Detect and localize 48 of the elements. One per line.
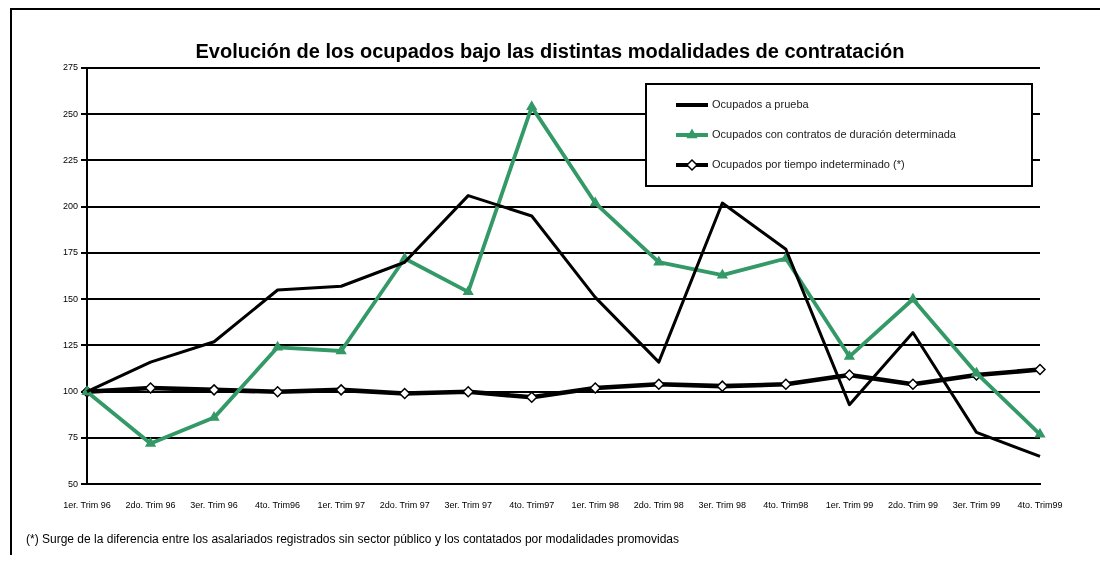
point bbox=[209, 411, 220, 421]
x-tick-label: 1er. Trim 98 bbox=[571, 500, 620, 511]
point bbox=[907, 293, 919, 303]
y-tick-label: 275 bbox=[62, 62, 79, 73]
point bbox=[1034, 428, 1046, 438]
point bbox=[526, 101, 537, 111]
point bbox=[907, 378, 919, 391]
x-tick-label: 2do. Trim 96 bbox=[125, 500, 176, 511]
point bbox=[590, 197, 601, 207]
x-tick-label: 4to. Trim97 bbox=[509, 500, 555, 511]
x-tick-label: 4to. Trim96 bbox=[255, 500, 301, 511]
legend-label: Ocupados por tiempo indeterminado (*) bbox=[712, 158, 905, 171]
y-tick-label: 150 bbox=[62, 293, 79, 304]
point bbox=[1034, 363, 1046, 376]
point bbox=[336, 345, 347, 355]
y-tick-label: 200 bbox=[62, 201, 79, 212]
x-tick-label: 3er. Trim 98 bbox=[698, 500, 747, 511]
point bbox=[844, 350, 855, 360]
y-tick-label: 225 bbox=[62, 154, 79, 165]
point bbox=[843, 369, 856, 381]
chart-title: Evolución de los ocupados bajo las distintas modalidades de contratación bbox=[195, 39, 905, 62]
x-tick-label: 4to. Trim99 bbox=[1017, 500, 1063, 511]
point bbox=[717, 269, 728, 279]
point bbox=[653, 256, 664, 266]
x-tick-label: 1er. Trim 96 bbox=[63, 500, 111, 511]
y-tick-label: 50 bbox=[68, 478, 79, 489]
legend-label: Ocupados a prueba bbox=[712, 98, 810, 111]
x-tick-label: 2do. Trim 99 bbox=[887, 500, 938, 511]
y-tick-label: 100 bbox=[62, 386, 79, 397]
point bbox=[145, 437, 156, 447]
x-tick-label: 3er. Trim 99 bbox=[952, 500, 1001, 511]
x-tick-label: 1er. Trim 99 bbox=[825, 500, 874, 511]
x-tick-label: 3er. Trim 96 bbox=[190, 500, 238, 511]
x-tick-label: 2do. Trim 98 bbox=[633, 500, 684, 511]
y-tick-label: 75 bbox=[68, 432, 79, 443]
x-tick-label: 4to. Trim98 bbox=[763, 500, 809, 511]
y-tick-label: 250 bbox=[62, 108, 79, 119]
legend-label: Ocupados con contratos de duración determinada bbox=[712, 128, 957, 141]
text: (*) Surge de la diferencia entre los asalariados registrados sin sector público y los contatados por modalidades promovidas bbox=[26, 532, 680, 546]
point bbox=[463, 286, 474, 296]
x-tick-label: 1er. Trim 97 bbox=[317, 500, 365, 511]
point bbox=[971, 367, 982, 377]
y-tick-label: 175 bbox=[62, 247, 79, 258]
y-tick-label: 125 bbox=[62, 339, 79, 350]
x-tick-label: 2do. Trim 97 bbox=[379, 500, 430, 511]
x-tick-label: 3er. Trim 97 bbox=[444, 500, 492, 511]
point bbox=[272, 341, 283, 351]
point bbox=[780, 378, 792, 391]
